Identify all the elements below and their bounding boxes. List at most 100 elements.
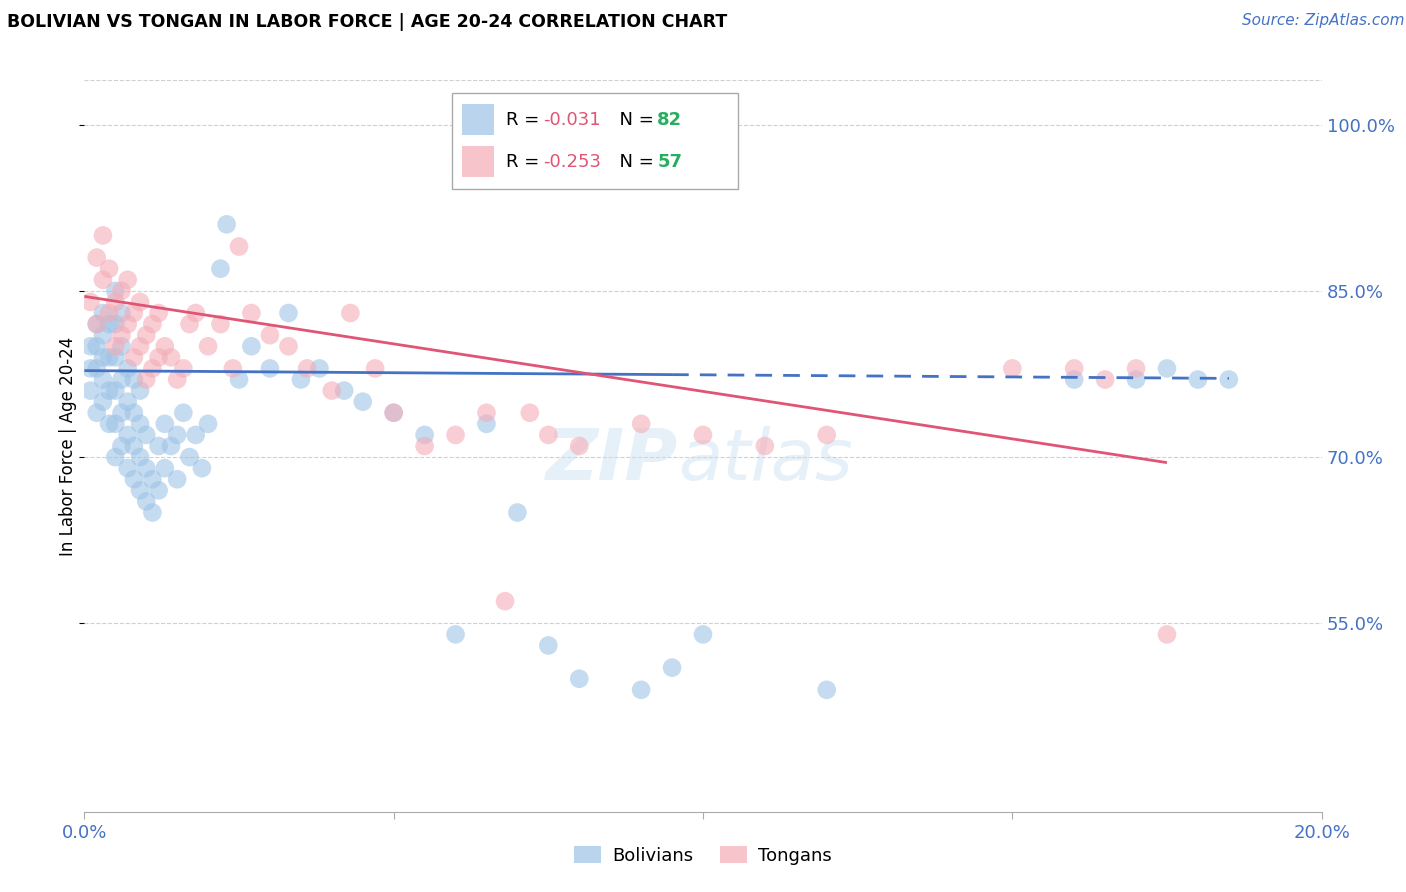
Point [122, 472, 145, 486]
Point [568, 672, 591, 686]
Point [197, 339, 219, 353]
Point [117, 394, 139, 409]
Point [104, 417, 127, 431]
Point [135, 372, 157, 386]
Point [91, 351, 114, 365]
Point [141, 472, 163, 486]
Point [519, 406, 541, 420]
Point [104, 284, 127, 298]
Point [191, 461, 214, 475]
Point [815, 682, 838, 697]
Point [79, 339, 101, 353]
Point [86, 317, 108, 331]
Point [122, 406, 145, 420]
Point [1063, 361, 1085, 376]
Point [122, 439, 145, 453]
Point [1156, 361, 1178, 376]
Point [91, 394, 114, 409]
Legend: Bolivians, Tongans: Bolivians, Tongans [567, 839, 839, 872]
Point [444, 428, 467, 442]
Text: ZIP: ZIP [546, 426, 678, 495]
Point [308, 361, 330, 376]
Point [209, 317, 232, 331]
Point [91, 273, 114, 287]
Point [228, 372, 250, 386]
Y-axis label: In Labor Force | Age 20-24: In Labor Force | Age 20-24 [59, 336, 77, 556]
Text: atlas: atlas [678, 426, 853, 495]
Point [86, 361, 108, 376]
Point [630, 682, 652, 697]
Point [110, 439, 132, 453]
Point [290, 372, 312, 386]
Point [228, 239, 250, 253]
Point [122, 306, 145, 320]
Point [352, 394, 374, 409]
Point [179, 317, 201, 331]
Text: -0.031: -0.031 [543, 111, 600, 128]
Point [277, 306, 299, 320]
Point [166, 472, 188, 486]
Point [148, 306, 170, 320]
Point [160, 439, 183, 453]
Text: BOLIVIAN VS TONGAN IN LABOR FORCE | AGE 20-24 CORRELATION CHART: BOLIVIAN VS TONGAN IN LABOR FORCE | AGE … [7, 13, 727, 31]
Point [1156, 627, 1178, 641]
Point [141, 506, 163, 520]
Point [110, 306, 132, 320]
Point [104, 351, 127, 365]
Point [98, 351, 121, 365]
Point [122, 351, 145, 365]
FancyBboxPatch shape [461, 146, 494, 177]
Text: R =: R = [506, 153, 546, 170]
Point [494, 594, 516, 608]
Point [364, 361, 387, 376]
Point [104, 294, 127, 309]
Point [506, 506, 529, 520]
Point [1001, 361, 1024, 376]
Point [129, 339, 152, 353]
Text: N =: N = [607, 111, 659, 128]
Point [117, 317, 139, 331]
Point [166, 428, 188, 442]
Point [117, 461, 139, 475]
Text: Source: ZipAtlas.com: Source: ZipAtlas.com [1241, 13, 1405, 29]
Point [661, 660, 683, 674]
Point [129, 483, 152, 498]
Point [91, 372, 114, 386]
Point [91, 306, 114, 320]
Point [98, 306, 121, 320]
Point [135, 428, 157, 442]
Point [104, 317, 127, 331]
Point [86, 406, 108, 420]
Point [104, 450, 127, 464]
Point [79, 361, 101, 376]
Text: 82: 82 [657, 111, 682, 128]
Point [172, 406, 194, 420]
Point [117, 273, 139, 287]
Point [537, 639, 560, 653]
Point [222, 361, 245, 376]
Point [110, 406, 132, 420]
Point [382, 406, 405, 420]
Point [91, 228, 114, 243]
Point [240, 339, 263, 353]
Point [321, 384, 343, 398]
Point [295, 361, 318, 376]
Point [86, 317, 108, 331]
Point [815, 428, 838, 442]
Point [754, 439, 776, 453]
Point [215, 218, 238, 232]
Point [259, 328, 281, 343]
Point [166, 372, 188, 386]
Point [110, 284, 132, 298]
Point [692, 428, 714, 442]
Point [277, 339, 299, 353]
Point [333, 384, 356, 398]
Point [153, 417, 176, 431]
Point [117, 428, 139, 442]
Point [184, 306, 207, 320]
Point [339, 306, 361, 320]
Point [692, 627, 714, 641]
Point [197, 417, 219, 431]
Point [1218, 372, 1240, 386]
Text: 57: 57 [657, 153, 682, 170]
